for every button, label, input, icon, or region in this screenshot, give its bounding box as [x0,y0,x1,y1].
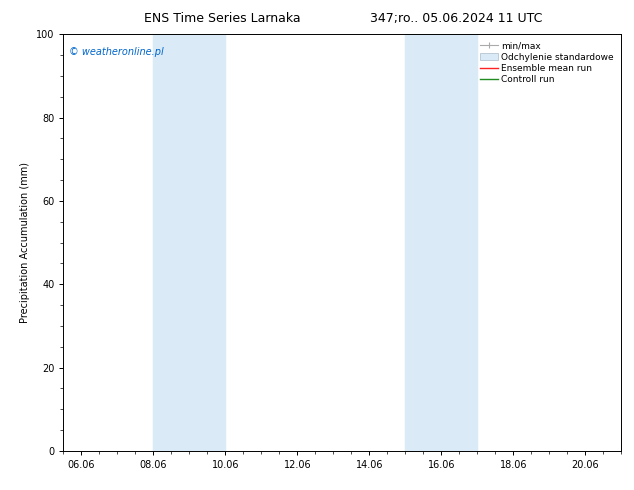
Bar [153,34,225,451]
Text: © weatheronline.pl: © weatheronline.pl [69,47,164,57]
Text: ENS Time Series Larnaka: ENS Time Series Larnaka [143,12,301,25]
Text: 347;ro.. 05.06.2024 11 UTC: 347;ro.. 05.06.2024 11 UTC [370,12,543,25]
Y-axis label: Precipitation Accumulation (mm): Precipitation Accumulation (mm) [20,162,30,323]
Legend: min/max, Odchylenie standardowe, Ensemble mean run, Controll run: min/max, Odchylenie standardowe, Ensembl… [477,39,617,87]
Bar [405,34,477,451]
